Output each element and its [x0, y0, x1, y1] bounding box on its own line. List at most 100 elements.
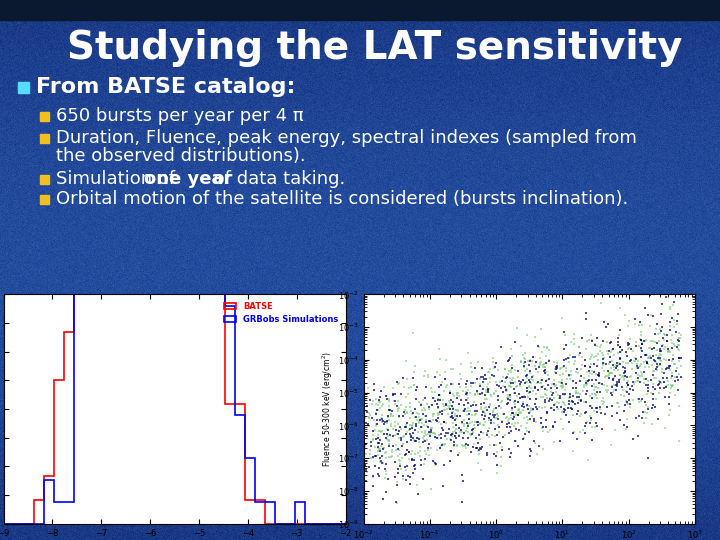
- Point: [364, 411, 376, 420]
- Point: [426, 424, 438, 433]
- Point: [506, 361, 518, 370]
- Point: [406, 447, 418, 456]
- Point: [502, 356, 513, 365]
- Point: [572, 409, 583, 418]
- Point: [615, 343, 626, 352]
- Point: [495, 403, 506, 412]
- Point: [433, 431, 445, 440]
- Point: [505, 345, 517, 354]
- Point: [596, 397, 608, 406]
- Text: Orbital motion of the satellite is considered (bursts inclination).: Orbital motion of the satellite is consi…: [56, 190, 629, 208]
- Point: [541, 408, 553, 416]
- Point: [527, 372, 539, 380]
- Point: [373, 395, 384, 404]
- Point: [586, 382, 598, 390]
- Point: [438, 418, 449, 427]
- Point: [592, 350, 603, 359]
- Point: [375, 387, 387, 396]
- Point: [397, 374, 409, 382]
- Point: [405, 450, 417, 458]
- Point: [420, 382, 432, 391]
- Point: [662, 330, 673, 339]
- Point: [549, 400, 560, 409]
- Point: [588, 386, 600, 394]
- Point: [603, 374, 615, 382]
- Point: [446, 430, 457, 438]
- Point: [485, 391, 497, 400]
- Point: [368, 386, 379, 395]
- Point: [385, 409, 397, 418]
- Point: [384, 431, 396, 440]
- Point: [654, 351, 666, 360]
- Point: [623, 340, 634, 349]
- Point: [466, 382, 477, 390]
- Point: [393, 433, 405, 442]
- Point: [650, 351, 662, 360]
- Point: [524, 451, 536, 460]
- Point: [399, 431, 410, 440]
- Point: [436, 441, 448, 449]
- Point: [646, 389, 657, 397]
- Point: [617, 386, 629, 395]
- Point: [620, 396, 631, 405]
- Point: [365, 454, 377, 462]
- Point: [444, 399, 456, 407]
- Point: [630, 338, 642, 347]
- Point: [567, 397, 579, 406]
- Point: [415, 456, 427, 464]
- Point: [374, 471, 385, 480]
- Point: [541, 385, 553, 394]
- Point: [536, 348, 547, 356]
- Point: [461, 444, 472, 453]
- Point: [554, 392, 566, 400]
- Point: [381, 417, 392, 426]
- Point: [466, 410, 477, 419]
- Point: [508, 384, 519, 393]
- Point: [516, 402, 528, 410]
- Point: [423, 373, 434, 382]
- Point: [672, 386, 684, 395]
- Point: [608, 381, 620, 390]
- Point: [605, 369, 616, 377]
- Point: [392, 469, 404, 477]
- Point: [362, 420, 374, 428]
- Point: [567, 384, 579, 393]
- Point: [606, 390, 618, 399]
- Point: [549, 417, 560, 426]
- Point: [435, 395, 446, 404]
- Point: [462, 411, 473, 420]
- Point: [491, 377, 503, 386]
- Point: [586, 393, 598, 402]
- Point: [634, 321, 645, 329]
- Point: [624, 389, 635, 398]
- Point: [660, 343, 671, 352]
- Point: [469, 407, 481, 415]
- Point: [374, 393, 386, 402]
- Point: [530, 417, 541, 426]
- Point: [586, 337, 598, 346]
- Point: [387, 383, 399, 392]
- Point: [458, 476, 469, 485]
- Point: [518, 402, 530, 411]
- Point: [370, 408, 382, 417]
- Point: [612, 341, 624, 349]
- Point: [498, 410, 510, 418]
- Point: [531, 394, 542, 403]
- Point: [558, 424, 570, 433]
- Point: [377, 444, 389, 453]
- Point: [501, 423, 513, 431]
- Point: [412, 448, 423, 457]
- Point: [651, 366, 662, 374]
- Point: [445, 402, 456, 410]
- Point: [530, 390, 541, 399]
- Point: [363, 463, 374, 471]
- Point: [493, 402, 505, 410]
- Point: [559, 390, 571, 399]
- Point: [655, 379, 667, 388]
- Point: [464, 418, 476, 427]
- Point: [647, 344, 658, 353]
- Point: [477, 407, 488, 416]
- Point: [558, 369, 570, 378]
- Point: [406, 424, 418, 433]
- Point: [492, 461, 503, 469]
